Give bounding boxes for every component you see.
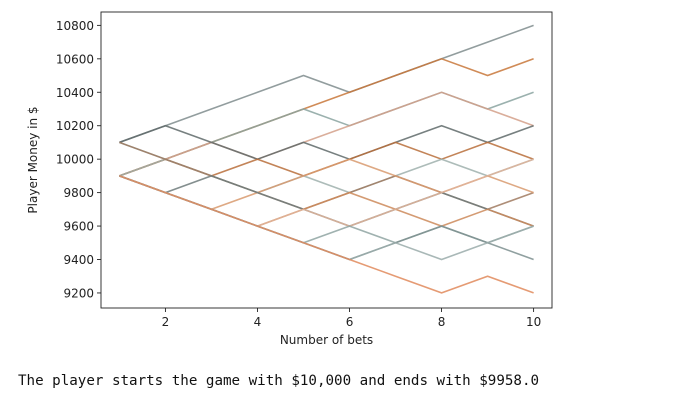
x-axis-label: Number of bets	[280, 333, 373, 347]
series-line-5	[119, 124, 534, 161]
y-tick-label: 9800	[63, 186, 94, 200]
y-tick-label: 9400	[63, 253, 94, 267]
x-tick-label: 10	[526, 315, 541, 329]
series-line-16	[119, 175, 534, 294]
y-axis-ticks: 9200 9400 9600 9800 10000 10200 10400 10600 1080…	[56, 19, 101, 300]
y-tick-label: 10200	[56, 119, 94, 133]
series-layer	[119, 24, 534, 294]
chart: 2 4 6 8 10 9200 9400 9600 9800 10000 10200 10400 10…	[26, 11, 553, 347]
series-line-4	[119, 91, 534, 177]
y-tick-label: 10000	[56, 153, 94, 167]
x-tick-label: 8	[438, 315, 446, 329]
result-caption: The player starts the game with $10,000 …	[18, 373, 540, 389]
series-line-1	[119, 24, 534, 144]
y-tick-label: 10400	[56, 86, 94, 100]
y-tick-label: 10600	[56, 52, 94, 66]
x-tick-label: 4	[254, 315, 262, 329]
y-tick-label: 9600	[63, 220, 94, 234]
plot-frame	[100, 11, 553, 309]
y-tick-label: 10800	[56, 19, 94, 33]
x-tick-label: 2	[162, 315, 170, 329]
x-axis-ticks: 2 4 6 8 10	[162, 308, 541, 329]
y-tick-label: 9200	[63, 286, 94, 300]
y-axis-label: Player Money in $	[26, 106, 40, 213]
x-tick-label: 6	[346, 315, 354, 329]
